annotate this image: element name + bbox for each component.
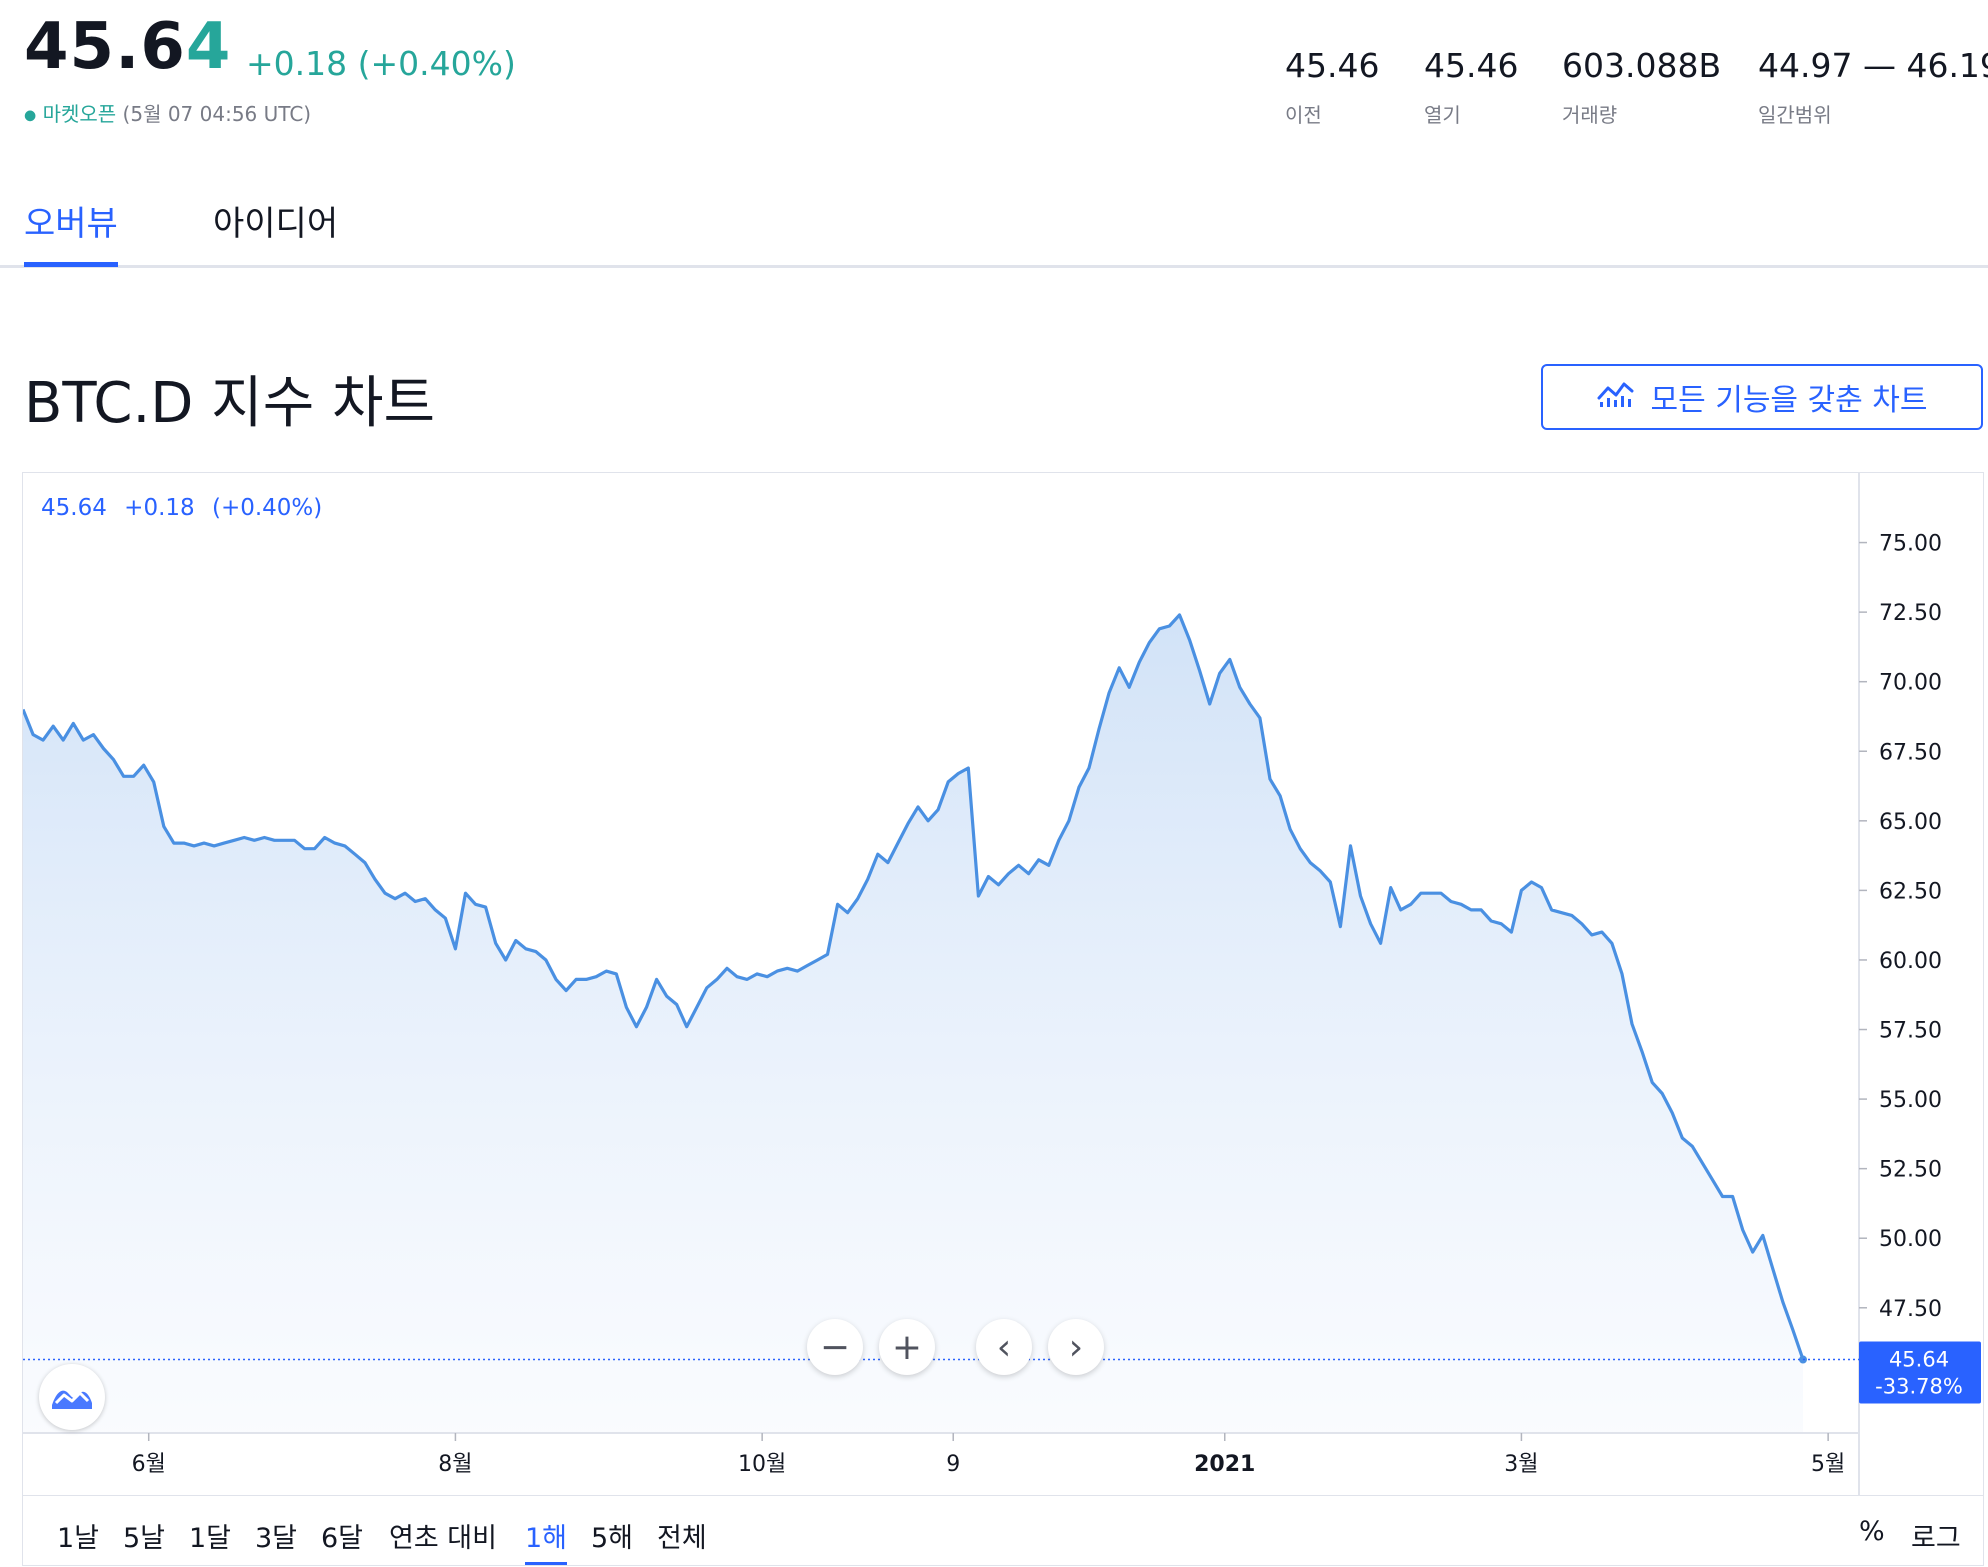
market-status-label: 마켓오픈 (42, 102, 117, 126)
last-price-label-box (1859, 1341, 1981, 1404)
stat-label: 열기 (1424, 103, 1461, 127)
tab-ideas[interactable]: 아이디어 (213, 204, 339, 244)
full-chart-button[interactable]: 모든 기능을 갖춘 차트 (1541, 364, 1983, 430)
log-scale-toggle[interactable]: 로그 (1911, 1523, 1961, 1554)
chevron-left-icon: ‹ (996, 1326, 1012, 1368)
market-status: ● 마켓오픈 (5월 07 04:56 UTC) (24, 98, 311, 127)
x-tick-label: 9 (946, 1452, 960, 1477)
scroll-right-button[interactable]: › (1048, 1319, 1104, 1375)
stat-previous: 45.46 이전 (1285, 46, 1379, 128)
x-tick-label: 5월 (1811, 1452, 1845, 1477)
stat-label: 일간범위 (1758, 103, 1832, 127)
y-tick-label: 65.00 (1879, 810, 1942, 835)
range-1d[interactable]: 1날 (57, 1523, 100, 1554)
last-price: 45.64 (24, 10, 232, 84)
y-tick-label: 70.00 (1879, 671, 1942, 696)
market-status-time: (5월 07 04:56 UTC) (122, 102, 312, 126)
stat-value: 45.46 (1424, 46, 1519, 85)
x-tick-label: 2021 (1194, 1452, 1255, 1477)
stat-value: 44.97 — 46.19 (1758, 46, 1988, 85)
range-1y[interactable]: 1해 (525, 1523, 568, 1554)
y-tick-label: 57.50 (1879, 1019, 1942, 1044)
stat-label: 이전 (1285, 103, 1322, 127)
plus-icon: + (891, 1326, 923, 1368)
tab-overview[interactable]: 오버뷰 (24, 204, 118, 244)
price-change: +0.18 (+0.40%) (246, 44, 516, 83)
zoom-in-button[interactable]: + (879, 1319, 935, 1375)
tradingview-logo-icon[interactable] (39, 1364, 105, 1430)
y-tick-label: 60.00 (1879, 949, 1942, 974)
minus-icon: − (819, 1326, 851, 1368)
last-price-digit: 4 (185, 10, 232, 84)
active-range-indicator (525, 1562, 567, 1565)
range-5d[interactable]: 5날 (123, 1523, 166, 1554)
x-tick-label: 6월 (132, 1452, 166, 1477)
scroll-left-button[interactable]: ‹ (976, 1319, 1032, 1375)
price-chart[interactable]: 75.00 72.50 70.00 67.50 65.00 62.50 60.00 57.50… (23, 473, 1984, 1496)
y-tick-label: 55.00 (1879, 1088, 1942, 1113)
range-ytd[interactable]: 연초 대비 (389, 1523, 497, 1554)
stat-value: 45.46 (1285, 46, 1380, 85)
y-tick-label: 52.50 (1879, 1158, 1942, 1183)
price-area (23, 614, 1803, 1433)
percent-scale-toggle[interactable]: % (1859, 1516, 1885, 1547)
x-tick-label: 3월 (1504, 1452, 1538, 1477)
chart-legend: 45.64 +0.18 (+0.40%) (41, 495, 332, 521)
chart-container[interactable]: 75.00 72.50 70.00 67.50 65.00 62.50 60.00 57.50… (22, 472, 1984, 1566)
price-line (23, 613, 1805, 1361)
range-5y[interactable]: 5해 (591, 1523, 634, 1554)
tabs-divider (0, 265, 1988, 268)
y-tick-label: 72.50 (1879, 601, 1942, 626)
chevron-right-icon: › (1068, 1326, 1084, 1368)
legend-pct: (+0.40%) (211, 495, 323, 521)
range-all[interactable]: 전체 (657, 1523, 707, 1554)
range-1m[interactable]: 1달 (189, 1523, 232, 1554)
range-6m[interactable]: 6달 (321, 1523, 364, 1554)
last-price-label-pct: -33.78% (1875, 1375, 1963, 1399)
zoom-out-button[interactable]: − (807, 1319, 863, 1375)
stat-day-range: 44.97 — 46.19 일간범위 (1758, 46, 1988, 128)
stat-label: 거래량 (1562, 103, 1618, 127)
y-tick-label: 62.50 (1879, 879, 1942, 904)
section-title: BTC.D 지수 차트 (24, 371, 436, 436)
chart-icon (1596, 378, 1636, 416)
x-tick-label: 10월 (738, 1452, 786, 1477)
legend-value: 45.64 (41, 495, 107, 521)
last-price-label-value: 45.64 (1889, 1348, 1949, 1372)
legend-change: +0.18 (124, 495, 195, 521)
full-chart-button-label: 모든 기능을 갖춘 차트 (1650, 383, 1928, 418)
y-tick-label: 47.50 (1879, 1297, 1942, 1322)
y-tick-label: 67.50 (1879, 740, 1942, 765)
stat-value: 603.088B (1562, 46, 1722, 85)
stat-volume: 603.088B 거래량 (1562, 46, 1721, 128)
y-tick-label: 50.00 (1879, 1227, 1942, 1252)
y-tick-label: 75.00 (1879, 532, 1942, 557)
stat-open: 45.46 열기 (1424, 46, 1518, 128)
active-tab-indicator (24, 262, 118, 267)
x-tick-label: 8월 (438, 1452, 472, 1477)
range-3m[interactable]: 3달 (255, 1523, 298, 1554)
market-open-dot-icon: ● (24, 107, 37, 124)
range-selector: 1날 5날 1달 3달 6달 연초 대비 1해 5해 전체 % 로그 (23, 1496, 1983, 1565)
